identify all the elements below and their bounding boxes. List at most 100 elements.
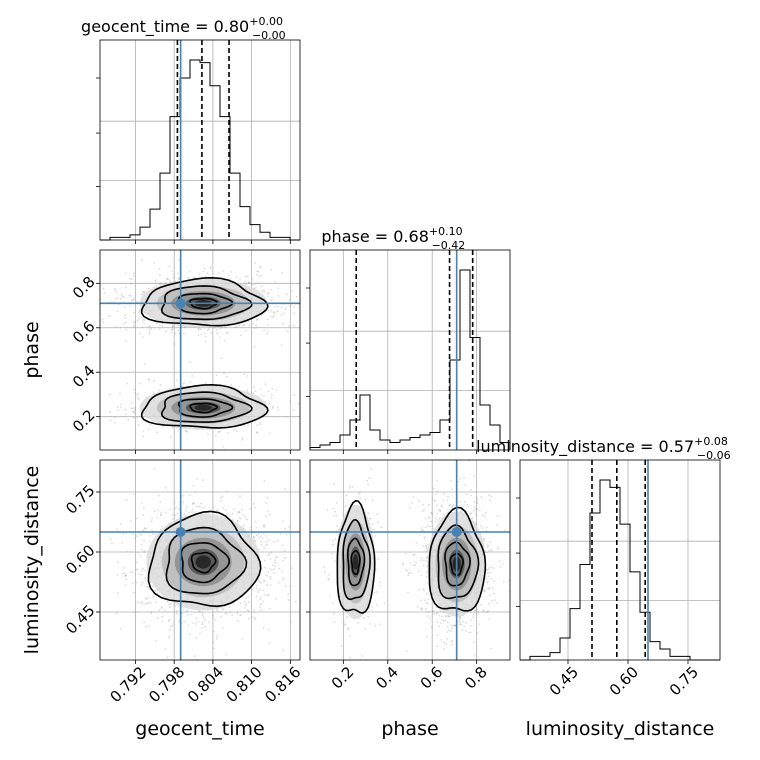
sample-point <box>457 620 460 623</box>
sample-point <box>243 373 246 376</box>
sample-point <box>150 610 153 613</box>
y-tick-label: 0.6 <box>69 317 99 347</box>
sample-point <box>369 623 372 625</box>
sample-point <box>457 481 460 483</box>
sample-point <box>109 411 112 414</box>
sample-point <box>57 271 59 273</box>
sample-point <box>258 275 260 278</box>
sample-point <box>263 394 265 397</box>
x-tick-label: 0.810 <box>223 663 266 706</box>
sample-point <box>228 514 231 516</box>
sample-point <box>123 322 125 325</box>
sample-point <box>278 568 280 570</box>
sample-point <box>194 655 197 657</box>
sample-point <box>277 287 280 290</box>
sample-point <box>282 312 285 315</box>
sample-point <box>260 274 262 277</box>
sample-point <box>185 610 188 613</box>
sample-point <box>114 289 117 292</box>
sample-point <box>421 557 424 559</box>
sample-point <box>258 588 261 590</box>
sample-point <box>160 607 163 609</box>
sample-point <box>129 295 132 297</box>
sample-point <box>349 635 351 637</box>
sample-point <box>136 300 138 303</box>
panel-title-geocent_time: geocent_time = 0.80+0.00 <box>81 15 283 37</box>
sample-point <box>255 587 258 589</box>
sample-point <box>257 282 260 285</box>
sample-point <box>201 623 204 626</box>
truth-marker <box>175 527 186 537</box>
sample-point <box>444 615 447 618</box>
sample-point <box>244 283 247 286</box>
sample-point <box>280 344 283 346</box>
sample-point <box>418 499 420 502</box>
sample-point <box>246 609 249 612</box>
sample-point <box>469 611 472 614</box>
sample-point <box>424 526 427 529</box>
sample-point <box>447 615 450 618</box>
sample-point <box>164 648 167 650</box>
sample-point <box>482 537 485 540</box>
sample-point <box>132 298 135 301</box>
sample-point <box>221 608 224 611</box>
sample-point <box>253 502 255 505</box>
sample-point <box>351 486 354 488</box>
sample-point <box>219 430 222 432</box>
x-tick-label: 0.798 <box>145 663 188 706</box>
sample-point <box>150 520 153 523</box>
sample-point <box>428 515 430 518</box>
sample-point <box>171 329 173 331</box>
sample-point <box>427 598 430 601</box>
sample-point <box>178 258 181 261</box>
sample-point <box>463 501 466 503</box>
sample-point <box>422 587 425 590</box>
sample-point <box>431 513 434 516</box>
sample-point <box>254 539 257 542</box>
sample-point <box>346 616 349 618</box>
sample-point <box>372 528 375 531</box>
sample-point <box>342 621 345 624</box>
sample-point <box>173 273 175 276</box>
sample-point <box>239 614 241 617</box>
sample-point <box>453 663 455 665</box>
sample-point <box>252 322 255 325</box>
sample-point <box>130 520 133 522</box>
sample-point <box>264 535 267 537</box>
sample-point <box>170 331 173 334</box>
sample-point <box>148 378 151 381</box>
sample-point <box>444 614 447 617</box>
sample-point <box>289 585 292 587</box>
sample-point <box>262 627 265 630</box>
sample-point <box>227 275 230 277</box>
sample-point <box>230 383 233 386</box>
sample-point <box>116 528 118 531</box>
sample-point <box>246 518 249 521</box>
sample-point <box>117 561 120 564</box>
sample-point <box>243 323 246 326</box>
sample-point <box>187 624 190 627</box>
sample-point <box>161 425 164 428</box>
sample-point <box>343 624 346 626</box>
sample-point <box>442 619 445 622</box>
sample-point <box>447 629 450 631</box>
sample-point <box>190 613 193 616</box>
sample-point <box>290 567 293 569</box>
sample-point <box>194 491 197 493</box>
sample-point <box>245 604 248 607</box>
sample-point <box>267 324 270 326</box>
sample-point <box>119 393 121 396</box>
sample-point <box>440 505 443 508</box>
sample-point <box>137 611 140 614</box>
sample-point <box>134 391 136 394</box>
sample-point <box>144 527 147 530</box>
sample-point <box>172 325 174 327</box>
sample-point <box>222 507 225 509</box>
sample-point <box>248 601 250 603</box>
sample-point <box>287 593 290 596</box>
sample-point <box>436 634 439 637</box>
sample-point <box>243 280 246 283</box>
sample-point <box>272 316 274 319</box>
sample-point <box>197 328 200 331</box>
sample-point <box>166 656 168 659</box>
